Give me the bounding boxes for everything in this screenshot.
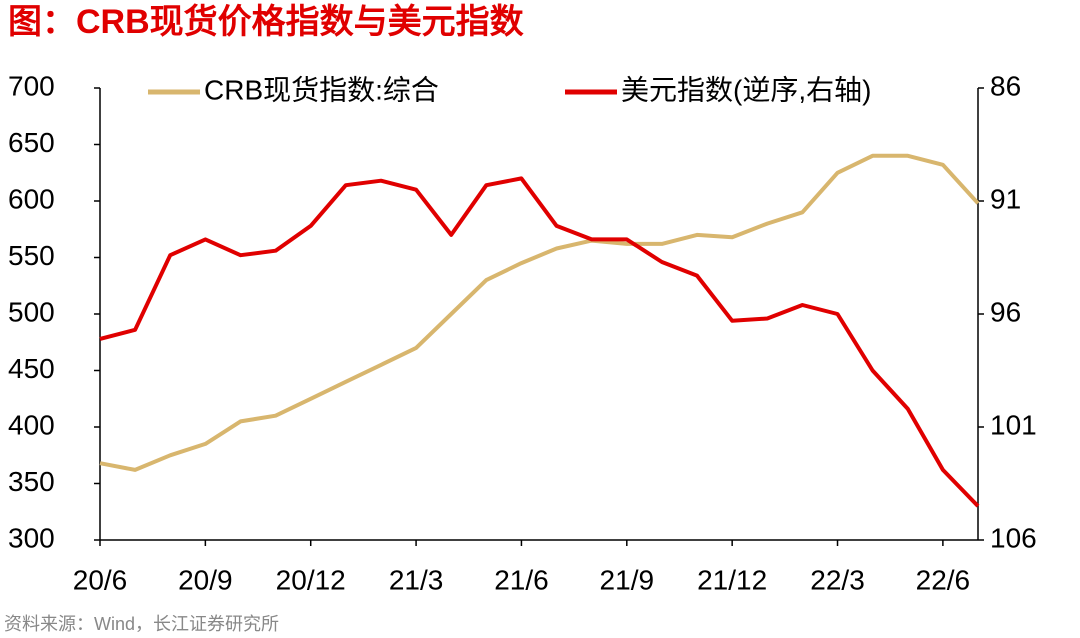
chart-title: 图：CRB现货价格指数与美元指数 — [8, 3, 524, 41]
x-tick-label: 20/6 — [73, 564, 128, 595]
y-tick-label: 700 — [8, 70, 55, 101]
series-line — [99, 153, 980, 472]
y-tick-label: 650 — [8, 127, 55, 158]
x-tick-label: 21/9 — [600, 564, 655, 595]
x-tick-label: 20/12 — [276, 564, 346, 595]
source-note: 资料来源：Wind，长江证券研究所 — [4, 614, 279, 634]
y-tick-label: 500 — [8, 296, 55, 327]
y2-tick-label: 101 — [990, 409, 1037, 440]
series-line — [99, 176, 980, 508]
y-tick-label: 550 — [8, 240, 55, 271]
x-tick-label: 21/3 — [389, 564, 444, 595]
x-tick-label: 22/6 — [916, 564, 971, 595]
legend-label: CRB现货指数:综合 — [204, 74, 439, 105]
y2-tick-label: 91 — [990, 183, 1021, 214]
y-tick-label: 350 — [8, 466, 55, 497]
x-tick-label: 21/12 — [697, 564, 767, 595]
y-tick-label: 600 — [8, 183, 55, 214]
y2-tick-label: 106 — [990, 522, 1037, 553]
x-tick-label: 22/3 — [810, 564, 865, 595]
legend-label: 美元指数(逆序,右轴) — [621, 74, 871, 105]
y2-tick-label: 96 — [990, 296, 1021, 327]
x-tick-label: 21/6 — [494, 564, 549, 595]
x-tick-label: 20/9 — [178, 564, 233, 595]
y-tick-label: 300 — [8, 522, 55, 553]
y-tick-label: 400 — [8, 409, 55, 440]
y2-tick-label: 86 — [990, 70, 1021, 101]
y-tick-label: 450 — [8, 353, 55, 384]
